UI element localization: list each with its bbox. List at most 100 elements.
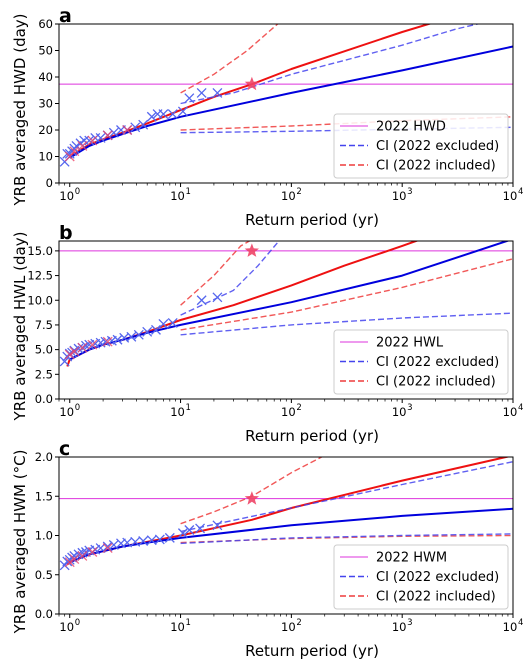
legend-label: 2022 HWD [376,120,446,135]
ci-line-5 [180,312,513,336]
x-tick-label: 10 [281,405,296,419]
legend: 2022 HWM CI (2022 excluded) CI (2022 inclu… [333,544,509,610]
marker-excluded-19 [158,109,169,120]
marker-excluded-0 [59,356,70,367]
marker-excluded-16 [138,119,149,130]
star-2022 [244,491,259,505]
panel-letter: b [59,222,73,244]
x-tick-exponent: 0 [75,618,80,628]
x-tick-exponent: 3 [407,403,412,413]
marker-excluded-17 [146,535,157,546]
marker-excluded-22 [195,523,206,534]
marker-excluded-21 [177,106,188,117]
marker-excluded-18 [151,324,161,335]
y-tick-label: 2.5 [35,367,53,381]
x-tick-exponent: 1 [186,187,191,197]
x-tick-label: 10 [503,189,518,203]
marker-excluded-17 [146,111,157,122]
marker-included-4 [102,130,113,141]
marker-excluded-20 [177,528,188,539]
y-axis-label: YRB averaged HWD (day) [11,13,29,206]
marker-excluded-22 [212,292,223,303]
ci-line-4 [180,241,280,316]
x-tick-label: 10 [281,620,296,634]
marker-included-2 [77,342,88,353]
legend-label: CI (2022 included) [376,159,496,174]
markers [59,87,223,167]
marker-included-1 [69,146,80,157]
plot-area [59,241,513,367]
marker-included-3 [87,339,98,350]
x-tick-label: 10 [503,405,518,419]
marker-excluded-15 [130,122,141,133]
marker-excluded-14 [122,537,133,548]
y-tick-label: 7.5 [35,318,53,332]
marker-excluded-10 [95,132,106,143]
marker-excluded-20 [167,109,178,120]
marker-included-3 [87,547,98,557]
y-tick-label: 10 [38,150,53,164]
y-tick-label: 15.0 [27,244,53,258]
y-tick-label: 20 [38,123,53,137]
marker-excluded-15 [130,536,141,547]
y-tick-label: 60 [38,17,53,31]
panel-letter: a [59,5,72,27]
x-tick-exponent: 2 [296,187,301,197]
x-tick-exponent: 4 [518,403,523,413]
legend-label: 2022 HWM [376,551,447,566]
ci-line-3 [180,258,513,331]
legend-box [333,113,509,179]
marker-excluded-16 [133,329,144,340]
y-tick-label: 2.0 [35,450,53,464]
marker-excluded-21 [184,525,195,535]
x-tick-label: 10 [281,189,296,203]
x-tick-label: 10 [59,405,74,419]
ci-line-5 [180,533,513,545]
legend-label: CI (2022 excluded) [376,139,499,154]
marker-excluded-22 [184,93,195,104]
marker-excluded-13 [112,334,123,345]
markers [59,292,223,367]
x-tick-exponent: 1 [186,403,191,413]
marker-excluded-7 [79,135,90,146]
legend-label: CI (2022 included) [376,590,496,605]
plot-area [59,457,513,571]
x-axis-label: Return period (yr) [245,211,379,229]
x-tick-exponent: 0 [75,403,80,413]
x-tick-label: 10 [503,620,518,634]
marker-excluded-19 [164,532,175,543]
marker-excluded-23 [196,87,207,98]
ci-line-2 [180,24,279,94]
x-tick-label: 10 [59,189,74,203]
marker-included-4 [102,543,113,554]
x-tick-exponent: 2 [296,618,301,628]
star-2022 [244,243,259,257]
panel-b: 0.02.55.07.510.012.515.010 0 10 1 10 2 10 3 10 4R… [11,222,523,445]
fit-line-1 [69,45,513,159]
legend-label: 2022 HWL [376,336,444,351]
ci-line-2 [180,241,251,306]
y-tick-label: 10.0 [27,293,53,307]
y-tick-label: 5.0 [35,343,53,357]
legend-box [333,329,509,395]
ci-line-2 [180,457,324,525]
x-tick-label: 10 [392,405,407,419]
marker-included-2 [77,550,88,561]
marker-included-4 [102,336,113,347]
marker-excluded-8 [84,339,95,350]
star-2022 [244,76,259,91]
marker-included-2 [77,140,88,151]
panel-letter: c [59,438,70,460]
x-tick-label: 10 [170,405,185,419]
y-tick-label: 1.0 [35,529,53,543]
marker-excluded-11 [102,541,113,552]
y-tick-label: 0.0 [35,392,53,406]
marker-excluded-18 [154,534,165,545]
marker-included-0 [64,557,75,568]
x-tick-exponent: 3 [407,187,412,197]
marker-excluded-16 [138,536,149,546]
y-tick-label: 12.5 [27,269,53,283]
x-tick-exponent: 1 [186,618,191,628]
